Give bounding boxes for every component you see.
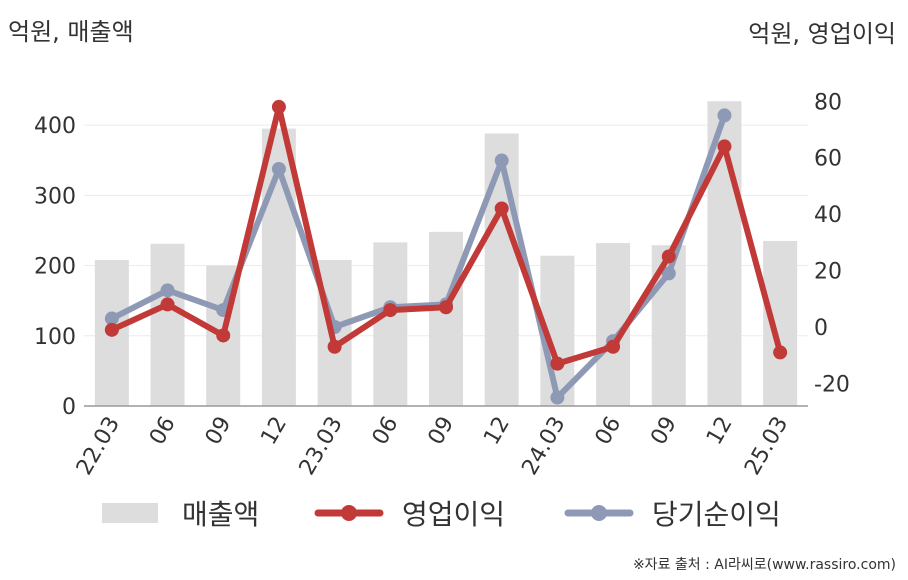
- y-left-tick-label: 300: [34, 184, 76, 209]
- legend-label: 매출액: [182, 498, 259, 531]
- y-right-tick-label: 80: [814, 90, 842, 115]
- source-note: ※자료 출처 : AI라씨로(www.rassiro.com): [632, 557, 896, 573]
- y-right-tick-label: 0: [814, 316, 828, 341]
- series-point: [773, 345, 788, 360]
- series-point: [494, 153, 509, 168]
- series-point: [160, 283, 175, 298]
- legend-label: 당기순이익: [652, 498, 781, 531]
- x-tick-label: 25.03: [740, 413, 793, 480]
- y-left-tick-label: 200: [34, 255, 76, 280]
- x-tick-label: 06: [368, 413, 404, 450]
- y-left-tick-label: 400: [34, 114, 76, 139]
- series-point: [216, 328, 231, 343]
- x-tick-label: 23.03: [295, 413, 348, 480]
- x-tick-label: 24.03: [517, 413, 570, 480]
- series-point: [606, 339, 621, 354]
- series-line: [108, 112, 728, 401]
- x-tick-label: 09: [646, 413, 682, 450]
- legend-swatch-point: [341, 505, 357, 521]
- y-right-tick-label: 20: [814, 260, 842, 285]
- y-right-tick-label: -20: [814, 372, 850, 397]
- series-point: [160, 297, 175, 312]
- revenue-bar: [150, 243, 185, 406]
- series-point: [104, 322, 119, 337]
- series-point: [439, 300, 453, 315]
- series-point: [661, 266, 676, 281]
- y-left-tick-label: 0: [62, 395, 76, 420]
- series-point: [327, 339, 342, 354]
- legend-swatch-point: [591, 505, 607, 521]
- revenue-bar: [373, 242, 408, 406]
- left-axis-title: 억원, 매출액: [8, 18, 134, 46]
- series-point: [271, 99, 286, 114]
- legend-swatch-bar: [102, 503, 158, 523]
- x-tick-label: 06: [591, 413, 627, 450]
- legend-label: 영업이익: [402, 498, 505, 531]
- series-point: [104, 311, 119, 326]
- series-point: [550, 390, 565, 405]
- x-tick-label: 12: [479, 413, 515, 450]
- series-point: [717, 108, 732, 123]
- series-point: [271, 162, 286, 176]
- series-point: [550, 356, 565, 371]
- right-axis-title: 억원, 영업이익: [748, 20, 896, 48]
- series-point: [717, 139, 732, 154]
- series-point: [494, 201, 509, 216]
- revenue-bar: [484, 133, 519, 406]
- x-tick-label: 12: [256, 413, 292, 450]
- series-point: [383, 303, 398, 318]
- x-tick-label: 09: [201, 413, 237, 450]
- y-right-tick-label: 60: [814, 147, 842, 172]
- series-point: [661, 249, 676, 264]
- revenue-bar: [429, 231, 463, 406]
- x-tick-label: 06: [145, 413, 181, 450]
- x-tick-label: 22.03: [72, 413, 125, 480]
- x-tick-label: 12: [702, 413, 738, 450]
- y-left-tick-label: 100: [34, 325, 76, 350]
- revenue-bar: [763, 240, 798, 406]
- y-right-tick-label: 40: [814, 203, 842, 228]
- x-tick-label: 09: [424, 413, 460, 450]
